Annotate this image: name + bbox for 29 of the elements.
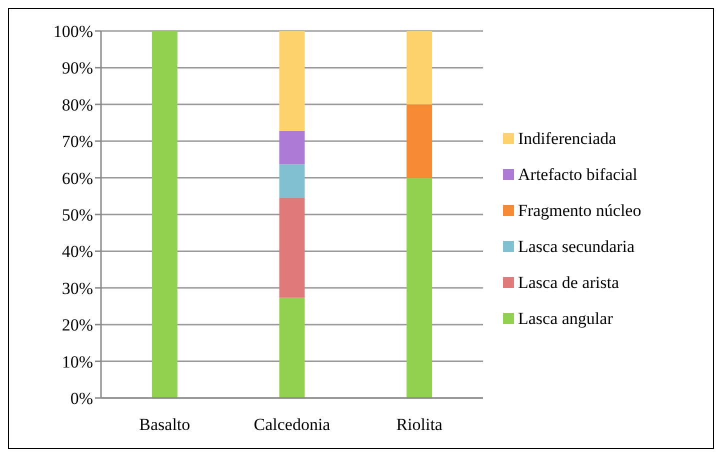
y-tick-label: 0%: [70, 389, 93, 408]
y-tick-label: 10%: [62, 352, 93, 372]
y-tick-label: 60%: [62, 168, 93, 188]
legend-label: Lasca secundaria: [518, 236, 635, 256]
bar: [406, 31, 432, 104]
y-tick-label: 100%: [53, 22, 93, 42]
x-tick-label: Basalto: [139, 415, 190, 434]
bar: [279, 298, 305, 398]
bar: [279, 198, 305, 298]
y-tick-label: 20%: [62, 316, 93, 335]
y-tick-label: 50%: [62, 206, 93, 225]
bar: [406, 104, 432, 178]
legend-label: Indiferenciada: [518, 128, 616, 148]
y-tick-label: 70%: [62, 132, 93, 152]
legend-label: Lasca angular: [518, 308, 613, 328]
x-tick-label: Calcedonia: [254, 415, 331, 434]
bar: [279, 130, 305, 164]
bar: [279, 31, 305, 131]
legend-label: Fragmento núcleo: [518, 200, 642, 220]
legend-label: Lasca de arista: [518, 272, 619, 292]
y-tick-label: 90%: [62, 58, 93, 78]
legend-label: Artefacto bifacial: [518, 164, 638, 184]
bar: [279, 164, 305, 198]
x-tick-label: Riolita: [396, 415, 443, 434]
bar: [152, 31, 178, 398]
y-tick-label: 80%: [62, 95, 93, 114]
bar: [406, 178, 432, 398]
y-tick-label: 40%: [62, 242, 93, 262]
y-tick-label: 30%: [62, 278, 93, 298]
